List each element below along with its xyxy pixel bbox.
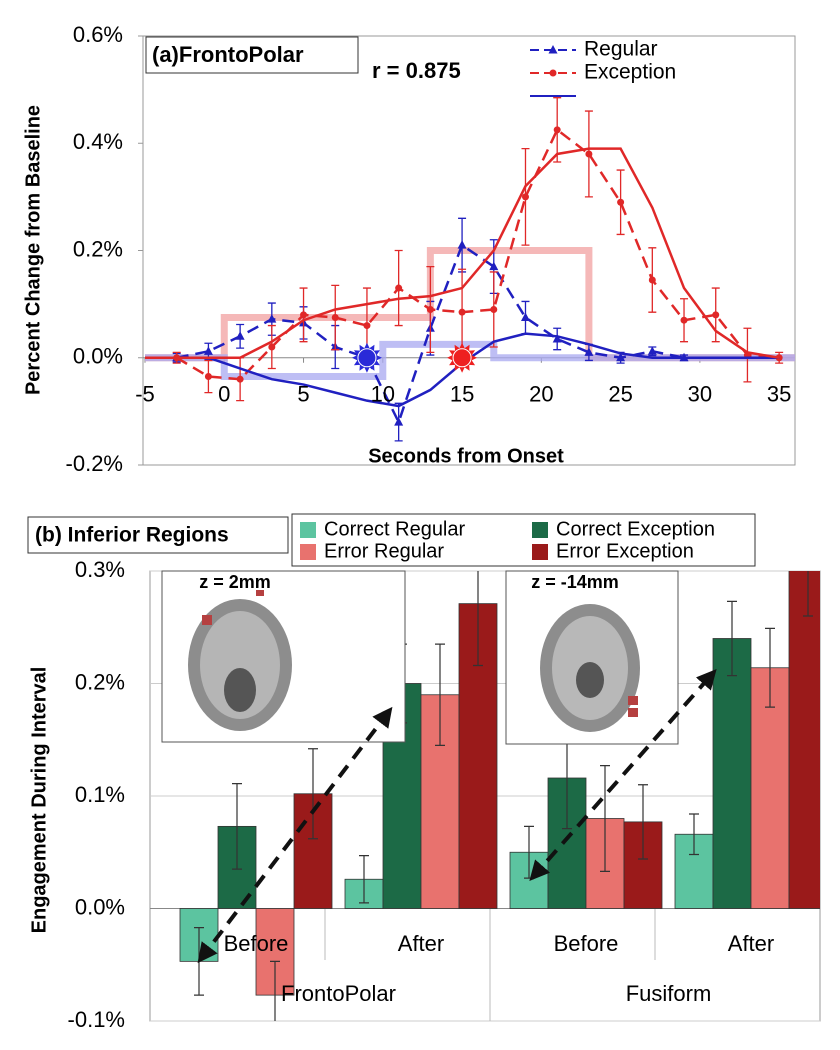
legend-label: Error Exception <box>556 540 694 562</box>
y-tick-label: 0.0% <box>73 344 123 369</box>
legend-box <box>291 513 756 567</box>
error-bar <box>473 571 483 667</box>
point <box>647 346 657 355</box>
legend-swatch <box>300 544 316 560</box>
point <box>585 150 593 158</box>
error-bar <box>727 600 737 677</box>
x-tick-label: -5 <box>135 382 155 407</box>
x-tick-label: 10 <box>371 382 395 407</box>
y-tick-label: 0.2% <box>75 669 125 694</box>
error-bar <box>803 571 813 617</box>
point <box>300 311 308 319</box>
point <box>680 316 688 324</box>
event-marker-core <box>452 348 472 368</box>
legend-swatch <box>300 522 316 538</box>
x-tick-label: 15 <box>450 382 474 407</box>
event-marker-core <box>357 348 377 368</box>
point <box>712 311 720 319</box>
y-tick-label: 0.0% <box>75 894 125 919</box>
point <box>489 261 499 271</box>
inset-2: z = -14mm <box>505 570 679 745</box>
point <box>648 276 656 284</box>
point <box>520 312 530 322</box>
y-tick-label: -0.2% <box>66 451 123 476</box>
y-tick-label: 0.4% <box>73 129 123 154</box>
legend-swatch <box>532 544 548 560</box>
inset-1: z = 2mm <box>161 570 406 743</box>
group-label: Fusiform <box>626 981 712 1006</box>
point <box>617 198 625 206</box>
y-axis-title: Percent Change from Baseline <box>22 105 44 395</box>
series-line <box>145 147 780 359</box>
point <box>203 346 213 355</box>
point <box>235 331 245 340</box>
point <box>584 347 594 356</box>
point <box>616 352 626 362</box>
point <box>268 343 276 351</box>
panel-a-marks <box>138 35 795 466</box>
point <box>521 193 529 201</box>
error-bar <box>765 627 775 708</box>
series-line <box>176 127 780 381</box>
x-tick-label: After <box>728 931 774 956</box>
point <box>394 417 404 426</box>
point <box>331 314 339 322</box>
inset-label: z = 2mm <box>199 572 271 592</box>
legend-marker <box>548 45 558 54</box>
y-axis-title: Engagement During Interval <box>28 667 50 934</box>
bar <box>788 571 820 909</box>
y-tick-label: -0.1% <box>68 1007 125 1032</box>
legend-label: Exception <box>584 61 676 84</box>
point <box>267 314 277 323</box>
point <box>204 373 212 381</box>
bar <box>712 638 752 909</box>
point <box>553 126 561 134</box>
point <box>490 305 498 313</box>
panel-title: (a)FrontoPolar <box>152 42 304 67</box>
x-tick-label: 25 <box>608 382 632 407</box>
point <box>363 322 371 330</box>
x-tick-label: 0 <box>218 382 230 407</box>
step-line <box>145 340 795 381</box>
point <box>552 333 562 343</box>
title-box-a <box>145 36 359 74</box>
point <box>457 240 467 249</box>
arrow <box>197 706 393 964</box>
point <box>236 375 244 383</box>
x-axis-title: Seconds from Onset <box>368 445 564 467</box>
y-tick-label: 0.1% <box>75 782 125 807</box>
point <box>458 308 466 316</box>
legend-label: Error Regular <box>324 540 444 562</box>
legend-label: Correct Regular <box>324 518 466 540</box>
legend-swatch <box>532 522 548 538</box>
title-box-b <box>27 516 289 554</box>
legend-marker <box>549 69 557 77</box>
point <box>395 284 403 292</box>
annotation: r = 0.875 <box>372 58 461 83</box>
y-tick-label: 0.3% <box>75 557 125 582</box>
x-tick-label: 20 <box>529 382 553 407</box>
group-label: FrontoPolar <box>281 981 396 1006</box>
bar <box>750 667 790 909</box>
series-line <box>176 243 685 426</box>
series-line <box>145 332 780 408</box>
x-tick-label: 30 <box>688 382 712 407</box>
point <box>426 305 434 313</box>
inset-label: z = -14mm <box>531 572 619 592</box>
legend-label: Correct Exception <box>556 518 715 540</box>
y-tick-label: 0.2% <box>73 236 123 261</box>
x-tick-label: Before <box>224 931 289 956</box>
error-bar <box>435 643 445 746</box>
x-tick-label: 5 <box>297 382 309 407</box>
x-tick-label: 35 <box>767 382 791 407</box>
y-tick-label: 0.6% <box>73 22 123 47</box>
x-tick-label: Before <box>554 931 619 956</box>
x-tick-label: After <box>398 931 444 956</box>
panel-title: (b) Inferior Regions <box>35 524 229 547</box>
legend-label: Regular <box>584 38 658 61</box>
